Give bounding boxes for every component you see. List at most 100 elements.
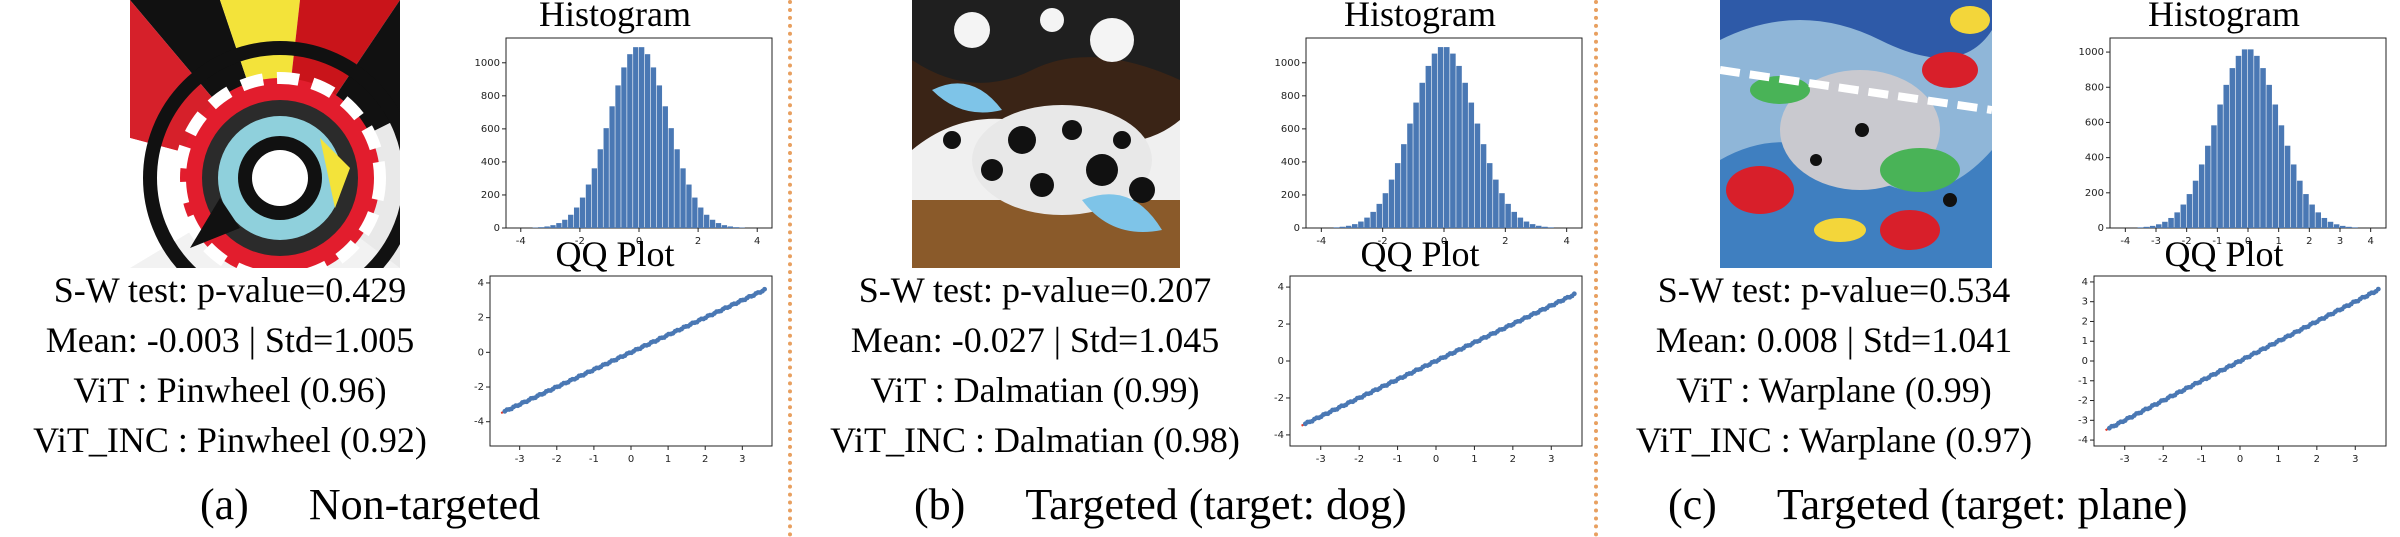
histogram-bar	[1333, 227, 1340, 228]
caption: (c) Targeted (target: plane)	[1668, 478, 2188, 532]
histogram-bar	[1394, 163, 1401, 228]
x-tick-label: -4	[516, 236, 526, 247]
caption-letter: (c)	[1668, 480, 1717, 529]
histogram-bar	[2174, 212, 2180, 228]
x-tick-label: 0	[1441, 236, 1447, 247]
x-tick-label: -3	[1316, 454, 1326, 465]
histogram-bar	[2260, 68, 2266, 228]
histogram-bar	[1456, 65, 1462, 228]
histogram-bar	[2217, 104, 2223, 228]
histogram-bar	[1345, 225, 1352, 228]
histogram-bar	[2211, 125, 2217, 228]
histogram-bar	[1462, 82, 1468, 229]
histogram-bar	[2186, 194, 2193, 228]
x-tick-label: 1	[2275, 236, 2281, 247]
histogram-bar	[733, 227, 739, 228]
histogram-bar	[2241, 49, 2248, 228]
warplane-image	[1720, 0, 1992, 268]
histogram-bar	[1431, 53, 1438, 228]
stats-block: S-W test: p-value=0.534 Mean: 0.008 | St…	[1604, 265, 2064, 465]
histogram-bar	[2156, 224, 2162, 228]
y-tick-label: -3	[2078, 415, 2088, 426]
histogram-bar	[1358, 221, 1364, 228]
histogram-bar	[1529, 224, 1536, 228]
y-tick-label: 4	[478, 278, 484, 289]
panel-c: Histogram -4 -3 -2 -1 0 1 2 3 4 0 200 400 600 800 1000…	[1604, 0, 2400, 537]
mean-std-text: Mean: -0.003 | Std=1.005	[45, 320, 415, 360]
histogram-bar	[644, 54, 651, 228]
histogram-bar	[2321, 217, 2328, 228]
sw-test-text: S-W test: p-value=0.429	[53, 270, 407, 310]
histogram-bar	[568, 214, 574, 228]
y-tick-label: 3	[2082, 297, 2088, 308]
caption-letter: (a)	[200, 480, 249, 529]
x-tick-label: 1	[2275, 454, 2281, 465]
plot-frame	[489, 275, 773, 447]
x-tick-label: 0	[2237, 454, 2243, 465]
qq-plot-chart: -3 -2 -1 0 1 2 3 -4 -2 0 2 4	[474, 275, 773, 465]
x-tick-label: 3	[2337, 236, 2343, 247]
y-tick-label: -2	[1274, 393, 1284, 404]
histogram-bar	[2284, 145, 2291, 228]
histogram-bar	[692, 197, 698, 228]
y-tick-label: 4	[2082, 277, 2088, 288]
x-tick-label: -2	[552, 454, 562, 465]
histogram-bar	[1511, 211, 1517, 228]
histogram-bar	[639, 47, 645, 228]
histogram-bar	[1542, 226, 1548, 228]
y-tick-label: 0	[478, 347, 484, 358]
histogram-bar	[1517, 217, 1524, 228]
y-tick-label: 0	[1278, 356, 1284, 367]
histogram-bar	[591, 168, 598, 228]
mean-std-text: Mean: -0.027 | Std=1.045	[850, 320, 1220, 360]
histogram-bar	[538, 227, 544, 228]
histogram-bar	[1505, 203, 1511, 228]
histogram-bar	[2278, 125, 2285, 228]
histogram-bar	[1474, 123, 1481, 228]
histogram-bar	[650, 67, 657, 228]
caption-letter: (b)	[914, 480, 966, 529]
y-tick-label: 2	[478, 313, 484, 324]
stats-block: S-W test: p-value=0.207 Mean: -0.027 | S…	[800, 265, 1270, 465]
qq-plot-chart: -3 -2 -1 0 1 2 3 -4 -2 0 2 4	[1274, 275, 1583, 465]
panel-a: Histogram -4 -2 0 2 4 0 200 400 600 800 1000 QQ Pl…	[0, 0, 780, 537]
histogram-bar	[1407, 123, 1413, 228]
x-tick-label: -3	[2120, 454, 2130, 465]
qq-plot-title: QQ Plot	[1360, 234, 1480, 274]
x-tick-label: 0	[1433, 454, 1439, 465]
histogram-bar	[2223, 84, 2229, 228]
divider-right	[1594, 0, 1598, 537]
histogram-bar	[1486, 163, 1493, 228]
panel-b: Histogram -4 -2 0 2 4 0 200 400 600 800 1000 QQ Pl…	[800, 0, 1590, 537]
histogram-bar	[2309, 204, 2315, 228]
x-tick-label: 4	[2367, 236, 2373, 247]
histogram-bar	[1376, 203, 1383, 228]
sw-test-text: S-W test: p-value=0.534	[1657, 270, 2011, 310]
histogram-bar	[1548, 227, 1554, 228]
histogram-bar	[597, 149, 603, 228]
histogram-bar	[674, 149, 680, 228]
histogram-bar	[2346, 226, 2352, 228]
histogram-bar	[1413, 102, 1419, 228]
qq-point	[2375, 286, 2381, 292]
x-tick-label: -2	[1354, 454, 1364, 465]
histogram-bar	[2297, 180, 2303, 228]
qq-plot-title: QQ Plot	[555, 234, 675, 274]
x-tick-label: -1	[2197, 454, 2207, 465]
histogram-bar	[680, 168, 686, 228]
qq-point	[762, 286, 767, 292]
histogram-bar	[2149, 225, 2156, 228]
qq-plot-chart: -3 -2 -1 0 1 2 3 -4 -3 -2 -1 0 1 2 3 4	[2078, 275, 2387, 465]
x-tick-label: 1	[665, 454, 671, 465]
histogram-bar	[727, 226, 733, 228]
histogram-bar	[662, 106, 668, 228]
x-tick-label: 2	[1510, 454, 1516, 465]
histogram-bar	[585, 184, 592, 228]
x-tick-label: -4	[1316, 236, 1326, 247]
y-tick-label: -2	[2078, 396, 2088, 407]
x-tick-label: -1	[589, 454, 599, 465]
histogram-bar	[668, 128, 674, 228]
histogram-bar	[656, 85, 663, 228]
histogram-bar	[603, 128, 609, 228]
